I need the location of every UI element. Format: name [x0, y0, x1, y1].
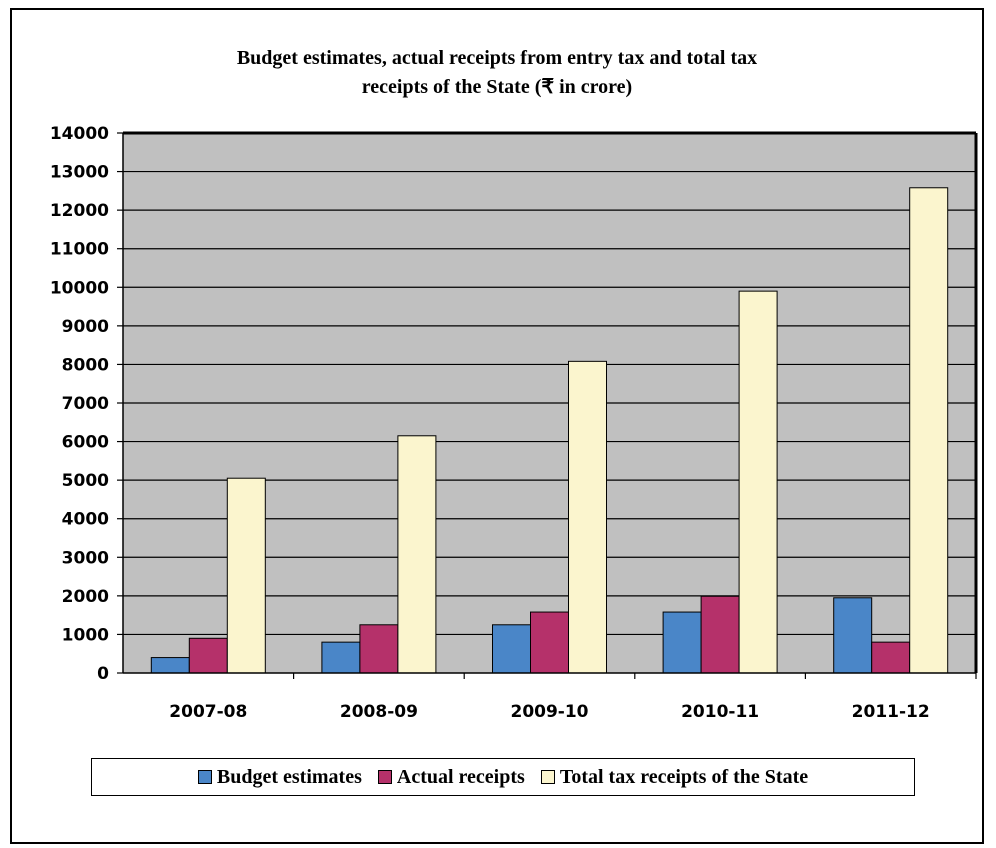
y-tick-label: 3000 — [62, 548, 109, 568]
bar — [188, 637, 228, 674]
bar — [909, 187, 949, 674]
bar — [359, 624, 399, 674]
bar — [568, 360, 607, 674]
bar — [492, 624, 531, 674]
legend-item: Actual receipts — [377, 765, 525, 789]
legend-item: Total tax receipts of the State — [540, 765, 809, 789]
y-tick-label: 7000 — [62, 394, 109, 414]
y-tick-label: 8000 — [62, 355, 109, 375]
bar — [662, 611, 702, 674]
y-tick-label: 6000 — [62, 433, 109, 453]
y-tick-label: 9000 — [62, 317, 109, 337]
legend-swatch — [197, 770, 212, 784]
legend-label: Budget estimates — [216, 765, 362, 788]
y-tick-label: 12000 — [50, 201, 109, 221]
x-category-label: 2010-11 — [681, 702, 759, 722]
x-category-label: 2009-10 — [510, 702, 588, 722]
bar — [871, 641, 911, 674]
bar — [530, 611, 569, 674]
chart-title-line-2: receipts of the State (₹ in crore) — [361, 76, 633, 98]
y-tick-label: 1000 — [62, 625, 109, 645]
y-tick-label: 5000 — [62, 471, 109, 491]
legend-swatch — [540, 770, 555, 784]
bar — [738, 290, 778, 674]
bar — [397, 435, 437, 674]
legend-item: Budget estimates — [197, 765, 362, 789]
y-tick-label: 14000 — [50, 124, 109, 144]
legend-label: Actual receipts — [396, 765, 525, 788]
y-tick-label: 10000 — [50, 278, 109, 298]
x-category-label: 2007-08 — [169, 702, 247, 722]
bar — [226, 477, 266, 674]
y-tick-label: 13000 — [50, 163, 109, 183]
x-category-label: 2008-09 — [340, 702, 418, 722]
chart-title: Budget estimates, actual receipts from e… — [12, 44, 982, 102]
legend-label: Total tax receipts of the State — [559, 765, 809, 788]
chart-title-line-1: Budget estimates, actual receipts from e… — [236, 47, 758, 69]
y-tick-label: 0 — [97, 664, 109, 684]
legend-swatch — [377, 770, 392, 784]
chart-legend: Budget estimates Actual receipts Total tax… — [91, 758, 915, 796]
y-tick-label: 11000 — [50, 240, 109, 260]
y-tick-label: 4000 — [62, 510, 109, 530]
x-category-label: 2011-12 — [852, 702, 930, 722]
bar — [150, 657, 190, 674]
bar — [321, 641, 361, 674]
bar — [833, 597, 873, 674]
bar — [700, 595, 740, 674]
y-tick-label: 2000 — [62, 587, 109, 607]
